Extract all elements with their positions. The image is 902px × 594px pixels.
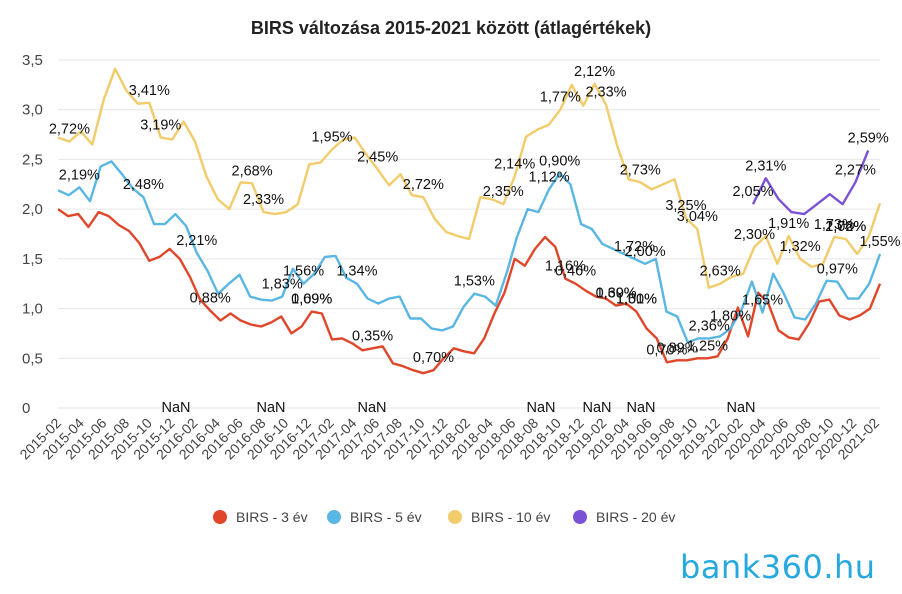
data-label: 3,19% (140, 118, 181, 134)
data-label: 1,32% (780, 239, 821, 255)
y-tick-label: 1,0 (22, 301, 43, 318)
data-label: 2,14% (494, 156, 535, 172)
nan-label: NaN (256, 400, 285, 416)
data-label: 1,73% (814, 217, 855, 233)
data-label: 2,63% (700, 264, 741, 280)
data-label: 2,73% (620, 162, 661, 178)
data-label: 2,19% (59, 167, 100, 183)
data-label: 2,48% (123, 177, 164, 193)
data-label: 2,31% (745, 158, 786, 174)
nan-labels: NaN NaN NaN NaN NaN NaN NaN (161, 400, 755, 416)
data-label: 1,09% (291, 292, 332, 308)
data-label: 2,72% (49, 122, 90, 138)
chart-title: BIRS változása 2015-2021 között (átlagér… (251, 18, 651, 38)
data-label: 0,90% (539, 153, 580, 169)
legend-swatch-3 (573, 510, 587, 524)
data-label: 1,55% (859, 234, 900, 250)
data-label: 1,16% (545, 259, 586, 275)
data-label: 1,95% (311, 129, 352, 145)
data-label: 2,05% (732, 184, 773, 200)
legend: BIRS - 3 év BIRS - 5 év BIRS - 10 év BIRS -… (213, 509, 675, 525)
data-label: 1,34% (336, 264, 377, 280)
legend-label-1: BIRS - 5 év (350, 509, 422, 525)
y-tick-label: 2,0 (22, 201, 43, 218)
data-label: 1,72% (825, 219, 866, 235)
data-label: 0,88% (190, 291, 231, 307)
data-label: 0,70% (413, 350, 454, 366)
legend-label-3: BIRS - 20 év (596, 509, 675, 525)
nan-label: NaN (161, 400, 190, 416)
legend-label-2: BIRS - 10 év (471, 509, 550, 525)
data-labels: 0,88% 0,69% 0,35% 0,70% 0,46% 1,01% 0,70% 0,69%… (49, 64, 901, 366)
data-label: 0,69% (596, 286, 637, 302)
data-label: 1,30% (596, 286, 637, 302)
nan-label: NaN (582, 400, 611, 416)
data-label: 1,77% (540, 90, 581, 106)
data-label: 1,65% (742, 293, 783, 309)
data-label: 2,35% (483, 184, 524, 200)
data-label: 2,45% (357, 149, 398, 165)
data-label: 2,33% (585, 85, 626, 101)
nan-label: NaN (357, 400, 386, 416)
data-label: 2,30% (734, 227, 775, 243)
y-tick-label: 2,5 (22, 151, 43, 168)
y-tick-label: 3,0 (22, 102, 43, 119)
bank360-logo: bank360.hu (680, 548, 876, 586)
data-label: 1,53% (454, 274, 495, 290)
x-axis-ticks: 2015-022015-042015-062015-082015-102015-… (16, 415, 882, 463)
data-label: 1,01% (616, 292, 657, 308)
series-line-1 (57, 160, 882, 344)
data-label: 0,89% (656, 340, 697, 356)
nan-label: NaN (526, 400, 555, 416)
data-label: 1,50% (616, 292, 657, 308)
data-label: 1,72% (614, 239, 655, 255)
data-label: 1,91% (768, 216, 809, 232)
data-label: 2,72% (403, 177, 444, 193)
series-lines (57, 67, 882, 375)
data-label: 2,59% (848, 130, 889, 146)
data-label: 0,46% (555, 264, 596, 280)
series-line-2 (57, 67, 882, 289)
data-label: 2,36% (689, 318, 730, 334)
data-label: 2,06% (825, 219, 866, 235)
y-tick-label: 3,5 (22, 52, 43, 69)
data-label: 1,83% (262, 277, 303, 293)
series-line-3 (751, 150, 870, 216)
grid-lines (58, 59, 880, 409)
y-axis-ticks: 0 0,5 1,0 1,5 2,0 2,5 3,0 3,5 (22, 52, 43, 417)
y-tick-label: 0,5 (22, 350, 43, 367)
data-label: 0,97% (817, 262, 858, 278)
data-label: 2,12% (574, 64, 615, 80)
legend-swatch-1 (327, 510, 341, 524)
nan-label: NaN (726, 400, 755, 416)
data-label: 0,69% (291, 292, 332, 308)
data-label: 2,21% (176, 233, 217, 249)
data-label: 1,80% (710, 308, 751, 324)
data-label: 1,25% (687, 338, 728, 354)
legend-label-0: BIRS - 3 év (236, 509, 308, 525)
data-label: 3,41% (129, 83, 170, 99)
data-label: 1,12% (529, 169, 570, 185)
data-label: 2,27% (835, 162, 876, 178)
nan-label: NaN (626, 400, 655, 416)
data-label: 2,33% (243, 192, 284, 208)
data-label: 1,56% (283, 264, 324, 280)
legend-swatch-0 (213, 510, 227, 524)
data-label: 2,68% (232, 163, 273, 179)
data-label: 0,70% (646, 342, 687, 358)
y-tick-label: 1,5 (22, 251, 43, 268)
data-label: 0,35% (352, 328, 393, 344)
legend-swatch-2 (448, 510, 462, 524)
data-label: 3,04% (677, 209, 718, 225)
data-label: 2,00% (625, 244, 666, 260)
series-line-0 (57, 208, 882, 375)
y-tick-label: 0 (22, 400, 30, 417)
data-label: 3,25% (665, 198, 706, 214)
